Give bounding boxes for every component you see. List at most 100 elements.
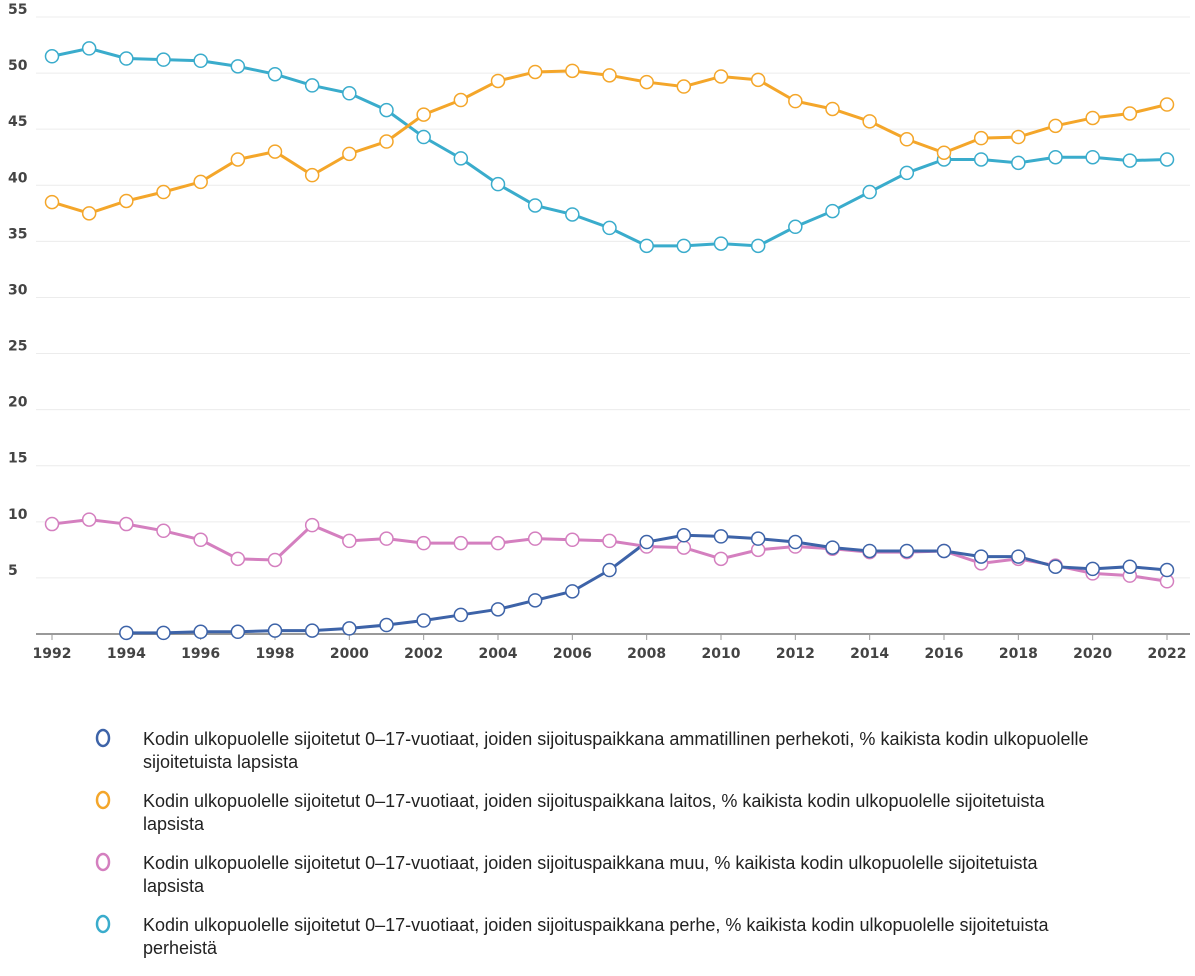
point	[119, 193, 134, 209]
point	[304, 623, 320, 638]
point	[862, 184, 877, 200]
point	[156, 523, 171, 539]
point	[973, 130, 989, 146]
y-tick-label: 55	[8, 2, 27, 18]
point	[416, 613, 431, 628]
point	[193, 53, 208, 69]
point	[156, 52, 171, 67]
point	[453, 607, 469, 623]
point	[602, 562, 617, 578]
x-tick-label: 2008	[627, 646, 666, 662]
point	[119, 625, 134, 641]
point	[230, 624, 246, 640]
point	[44, 194, 60, 210]
point	[750, 531, 766, 546]
point	[565, 532, 580, 548]
point	[1122, 559, 1138, 574]
x-tick-label: 2014	[850, 646, 889, 662]
point	[676, 540, 692, 555]
x-tick-label: 2002	[404, 646, 443, 662]
point	[267, 623, 283, 638]
x-tick-label: 2004	[479, 646, 518, 662]
point	[379, 531, 394, 546]
legend-marker-shape	[95, 728, 111, 748]
point	[788, 219, 803, 235]
legend-item: Kodin ulkopuolelle sijoitetut 0–17-vuoti…	[95, 728, 1095, 774]
chart: 5 10 15 20 25 30 35 40 45 50 55 1992 1994 1996 1998 200…	[8, 2, 1190, 662]
y-tick-label: 20	[8, 395, 28, 411]
point	[899, 165, 915, 181]
x-tick-label: 1996	[181, 646, 220, 662]
x-tick-label: 2018	[999, 646, 1038, 662]
point	[750, 238, 766, 254]
point	[527, 64, 543, 80]
point	[788, 534, 803, 550]
point	[156, 625, 171, 641]
point	[453, 92, 469, 108]
point	[527, 531, 543, 546]
point	[676, 528, 692, 543]
point	[565, 207, 580, 222]
point	[342, 621, 357, 636]
point	[788, 93, 803, 109]
point	[936, 543, 952, 559]
point	[602, 220, 617, 236]
y-tick-label: 35	[8, 226, 27, 242]
legend-marker	[95, 790, 111, 810]
point	[379, 134, 394, 149]
point	[639, 74, 654, 90]
point	[1048, 149, 1063, 165]
point	[1159, 97, 1175, 112]
point	[119, 516, 134, 532]
point	[1048, 559, 1063, 574]
legend-item: Kodin ulkopuolelle sijoitetut 0–17-vuoti…	[95, 914, 1095, 960]
point	[230, 551, 246, 567]
point	[490, 176, 506, 192]
point	[453, 151, 469, 166]
point	[602, 533, 617, 549]
point	[1085, 149, 1100, 165]
point	[1011, 155, 1026, 171]
point	[267, 552, 283, 568]
point	[676, 238, 692, 254]
legend-marker	[95, 728, 111, 748]
point	[936, 145, 952, 160]
point	[1011, 549, 1026, 564]
point	[899, 132, 915, 147]
point	[156, 184, 171, 200]
point	[304, 78, 320, 93]
point	[973, 152, 989, 167]
point	[676, 79, 692, 94]
legend-label: Kodin ulkopuolelle sijoitetut 0–17-vuoti…	[143, 729, 1089, 772]
x-tick-label: 2016	[925, 646, 964, 662]
legend-marker	[95, 914, 111, 934]
point	[899, 543, 915, 559]
point	[825, 203, 840, 219]
point	[81, 512, 97, 527]
y-tick-label: 45	[8, 114, 27, 130]
point	[565, 63, 580, 79]
point	[193, 624, 208, 640]
x-tick-label: 1998	[256, 646, 295, 662]
y-tick-label: 5	[8, 563, 18, 579]
point	[1011, 129, 1026, 145]
point	[267, 144, 283, 159]
point	[416, 107, 431, 122]
y-tick-label: 50	[8, 58, 28, 74]
point	[750, 72, 766, 88]
point	[527, 198, 543, 213]
point	[602, 68, 617, 83]
point	[44, 49, 60, 64]
point	[119, 51, 134, 66]
legend: Kodin ulkopuolelle sijoitetut 0–17-vuoti…	[95, 728, 1095, 976]
legend-item: Kodin ulkopuolelle sijoitetut 0–17-vuoti…	[95, 790, 1095, 836]
y-tick-label: 25	[8, 339, 27, 355]
point	[713, 236, 729, 251]
point	[267, 66, 283, 82]
y-tick-label: 30	[8, 282, 28, 298]
legend-marker-shape	[95, 790, 111, 810]
y-tick-label: 10	[8, 507, 28, 523]
point	[81, 206, 97, 221]
point	[1159, 152, 1175, 167]
